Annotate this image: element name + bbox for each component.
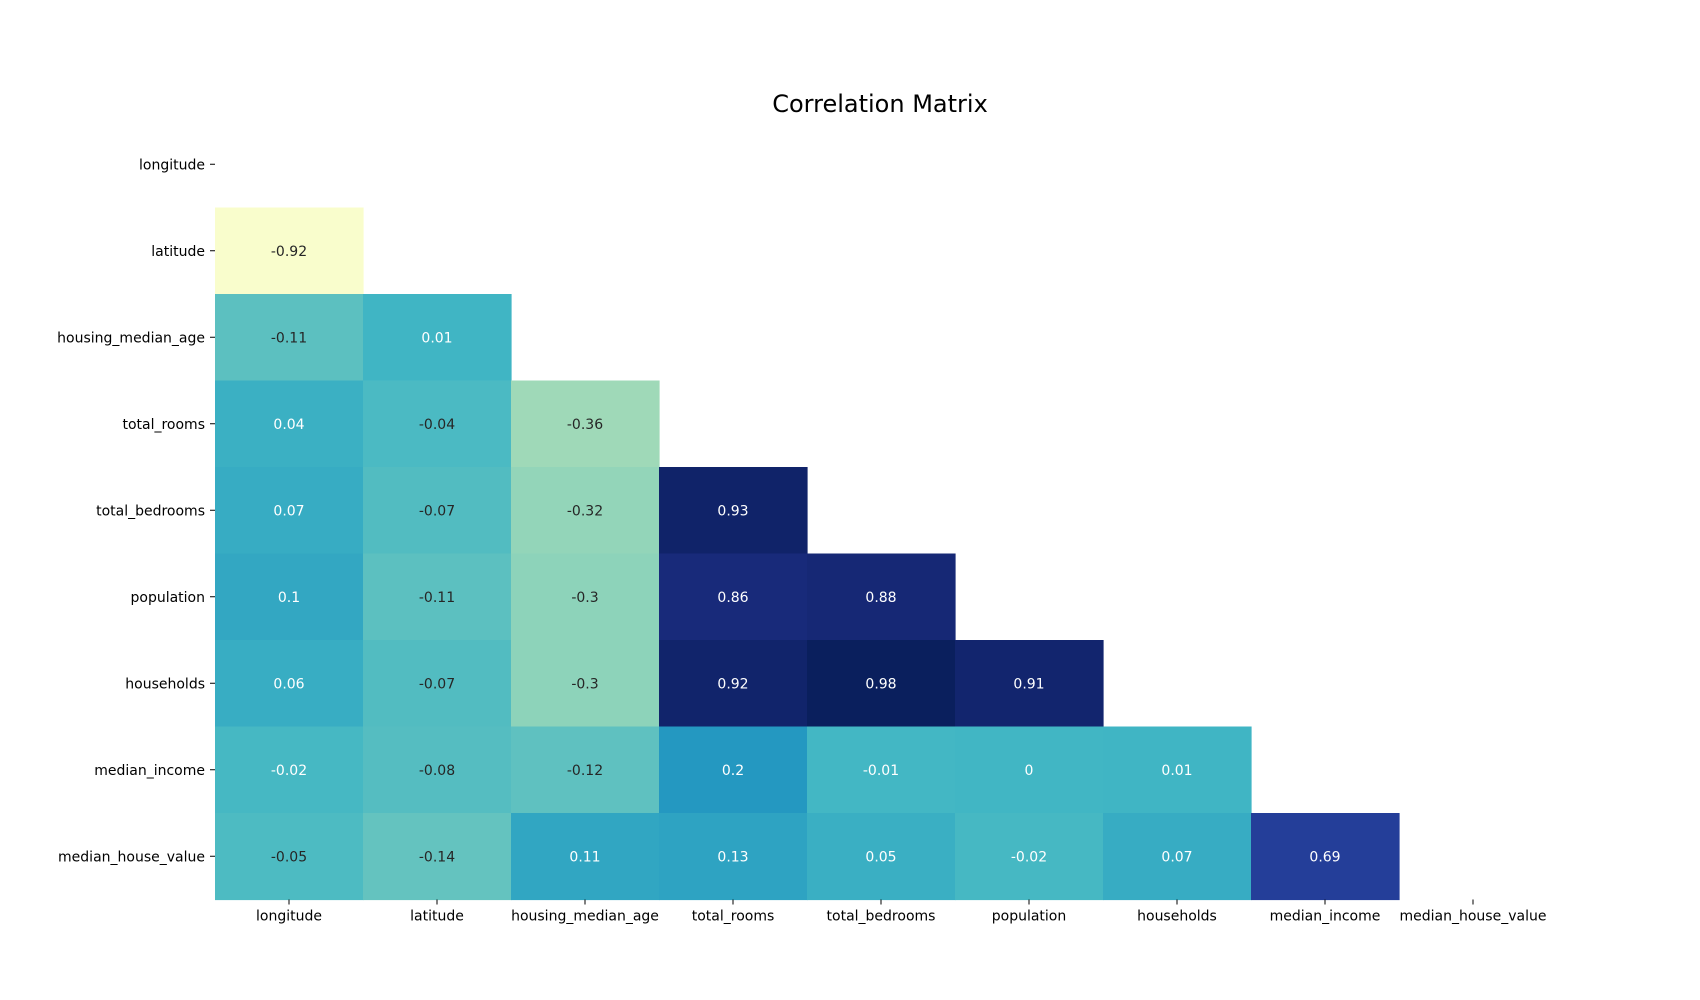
cell-value-households-population: 0.91 xyxy=(1013,676,1044,692)
heatmap-cell-population-housing_median_age xyxy=(511,553,660,641)
heatmap-cell-households-housing_median_age xyxy=(511,640,660,728)
heatmap-cell-households-total_rooms xyxy=(659,640,808,728)
heatmap-cell-median_income-total_bedrooms xyxy=(807,726,956,814)
x-tick-label-total_bedrooms: total_bedrooms xyxy=(827,909,936,925)
heatmap-cell-total_bedrooms-longitude xyxy=(215,467,364,555)
cell-value-total_rooms-housing_median_age: -0.36 xyxy=(567,417,603,433)
x-tick-label-median_house_value: median_house_value xyxy=(1400,909,1547,925)
cell-value-housing_median_age-longitude: -0.11 xyxy=(271,330,307,346)
cell-value-households-housing_median_age: -0.3 xyxy=(571,676,598,692)
y-tick-label-latitude: latitude xyxy=(151,244,205,260)
heatmap-cell-median_house_value-population xyxy=(955,813,1104,901)
heatmap-cell-total_rooms-latitude xyxy=(363,380,512,468)
heatmap-cell-median_house_value-median_income xyxy=(1251,813,1400,901)
heatmap-cell-median_house_value-total_bedrooms xyxy=(807,813,956,901)
cell-value-median_income-population: 0 xyxy=(1025,763,1034,779)
y-tick-label-housing_median_age: housing_median_age xyxy=(57,330,205,346)
cell-value-median_house_value-latitude: -0.14 xyxy=(419,849,455,865)
heatmap-cell-population-total_rooms xyxy=(659,553,808,641)
chart-title: Correlation Matrix xyxy=(772,90,988,118)
cell-value-median_house_value-longitude: -0.05 xyxy=(271,849,307,865)
x-tick-label-population: population xyxy=(992,909,1067,925)
cell-value-total_rooms-longitude: 0.04 xyxy=(273,417,304,433)
cell-value-median_income-households: 0.01 xyxy=(1161,763,1192,779)
cell-value-population-longitude: 0.1 xyxy=(278,590,300,606)
y-tick-label-total_bedrooms: total_bedrooms xyxy=(96,503,205,519)
y-tick-label-longitude: longitude xyxy=(139,157,205,173)
y-tick-label-households: households xyxy=(125,676,205,692)
heatmap-cell-median_house_value-latitude xyxy=(363,813,512,901)
heatmap-cell-latitude-longitude xyxy=(215,207,364,295)
x-tick-label-latitude: latitude xyxy=(410,909,464,925)
heatmap-cell-total_bedrooms-total_rooms xyxy=(659,467,808,555)
heatmap-cell-median_income-population xyxy=(955,726,1104,814)
y-tick-label-median_income: median_income xyxy=(94,763,205,779)
x-tick-label-housing_median_age: housing_median_age xyxy=(511,909,659,925)
x-tick-label-total_rooms: total_rooms xyxy=(692,909,775,925)
x-tick-label-median_income: median_income xyxy=(1270,909,1381,925)
heatmap-cell-population-latitude xyxy=(363,553,512,641)
cell-value-median_income-longitude: -0.02 xyxy=(271,763,307,779)
heatmap-cell-median_house_value-total_rooms xyxy=(659,813,808,901)
y-tick-label-total_rooms: total_rooms xyxy=(122,417,205,433)
cell-value-population-total_bedrooms: 0.88 xyxy=(865,590,896,606)
heatmap-cell-median_house_value-households xyxy=(1103,813,1252,901)
cell-value-total_bedrooms-total_rooms: 0.93 xyxy=(717,503,748,519)
heatmap-cell-median_income-housing_median_age xyxy=(511,726,660,814)
heatmap-cell-median_house_value-longitude xyxy=(215,813,364,901)
cell-value-households-longitude: 0.06 xyxy=(273,676,304,692)
heatmap-cell-total_bedrooms-latitude xyxy=(363,467,512,555)
cell-value-median_house_value-households: 0.07 xyxy=(1161,849,1192,865)
cell-value-median_income-total_bedrooms: -0.01 xyxy=(863,763,899,779)
heatmap-cell-population-longitude xyxy=(215,553,364,641)
y-tick-label-median_house_value: median_house_value xyxy=(58,849,205,865)
x-tick-label-households: households xyxy=(1137,909,1217,925)
cell-value-median_house_value-median_income: 0.69 xyxy=(1309,849,1340,865)
x-axis: longitude latitude housing_median_age total… xyxy=(256,899,1547,925)
cell-value-median_house_value-total_rooms: 0.13 xyxy=(717,849,748,865)
heatmap-cell-median_income-total_rooms xyxy=(659,726,808,814)
cell-value-households-total_bedrooms: 0.98 xyxy=(865,676,896,692)
cell-value-population-latitude: -0.11 xyxy=(419,590,455,606)
cell-value-median_house_value-housing_median_age: 0.11 xyxy=(569,849,600,865)
cell-value-labels: -0.92 -0.11 0.01 0.04 -0.04 -0.36 0.07 -0.07 -0.… xyxy=(271,244,1341,866)
heatmap-cell-median_income-longitude xyxy=(215,726,364,814)
cell-value-median_income-housing_median_age: -0.12 xyxy=(567,763,603,779)
cell-value-housing_median_age-latitude: 0.01 xyxy=(421,330,452,346)
heatmap-cell-total_bedrooms-housing_median_age xyxy=(511,467,660,555)
heatmap-cell-households-total_bedrooms xyxy=(807,640,956,728)
heatmap-cell-housing_median_age-latitude xyxy=(363,294,512,382)
cell-value-households-total_rooms: 0.92 xyxy=(717,676,748,692)
y-axis: longitude latitude housing_median_agetotal… xyxy=(57,157,215,865)
cell-value-median_income-total_rooms: 0.2 xyxy=(722,763,744,779)
cell-value-latitude-longitude: -0.92 xyxy=(271,244,307,260)
heatmap-cell-population-total_bedrooms xyxy=(807,553,956,641)
heatmap-cell-households-population xyxy=(955,640,1104,728)
heatmap-cell-housing_median_age-longitude xyxy=(215,294,364,382)
cell-value-median_house_value-population: -0.02 xyxy=(1011,849,1047,865)
y-tick-label-population: population xyxy=(131,590,206,606)
heatmap-cell-total_rooms-housing_median_age xyxy=(511,380,660,468)
heatmap-cell-households-longitude xyxy=(215,640,364,728)
heatmap-cells xyxy=(215,207,1400,901)
cell-value-total_bedrooms-housing_median_age: -0.32 xyxy=(567,503,603,519)
heatmap-cell-median_income-households xyxy=(1103,726,1252,814)
cell-value-total_bedrooms-longitude: 0.07 xyxy=(273,503,304,519)
cell-value-total_bedrooms-latitude: -0.07 xyxy=(419,503,455,519)
cell-value-median_income-latitude: -0.08 xyxy=(419,763,455,779)
x-tick-label-longitude: longitude xyxy=(256,909,322,925)
cell-value-median_house_value-total_bedrooms: 0.05 xyxy=(865,849,896,865)
cell-value-population-total_rooms: 0.86 xyxy=(717,590,748,606)
heatmap-cell-median_income-latitude xyxy=(363,726,512,814)
heatmap-cell-total_rooms-longitude xyxy=(215,380,364,468)
cell-value-population-housing_median_age: -0.3 xyxy=(571,590,598,606)
cell-value-households-latitude: -0.07 xyxy=(419,676,455,692)
heatmap-cell-households-latitude xyxy=(363,640,512,728)
heatmap-cell-median_house_value-housing_median_age xyxy=(511,813,660,901)
cell-value-total_rooms-latitude: -0.04 xyxy=(419,417,455,433)
